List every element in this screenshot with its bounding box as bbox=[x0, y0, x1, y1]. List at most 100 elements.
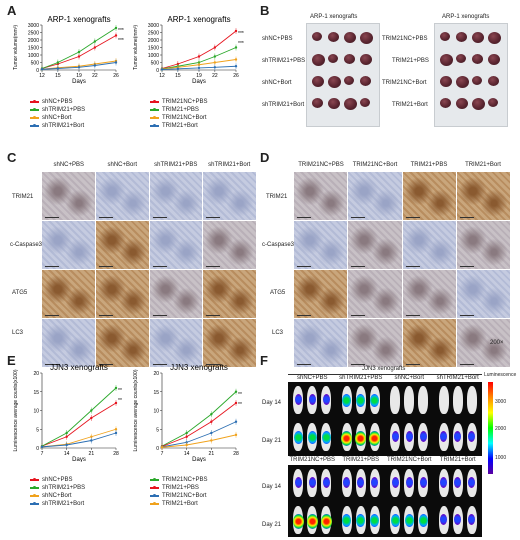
luminescence-signal bbox=[355, 431, 366, 446]
chart-title: ARP-1 xenografts bbox=[167, 15, 230, 24]
data-point bbox=[40, 445, 44, 449]
legend-label: shNC+PBS bbox=[42, 477, 73, 483]
ihc-image bbox=[348, 221, 402, 269]
tumor-specimen bbox=[472, 76, 482, 85]
tumor-label-r3: TRIM21+Bort bbox=[392, 102, 428, 108]
data-point bbox=[114, 61, 118, 64]
data-point bbox=[213, 66, 217, 69]
luminescence-signal bbox=[391, 477, 399, 488]
series-line bbox=[161, 391, 237, 447]
luminescence-colorbar bbox=[488, 382, 493, 474]
data-point bbox=[90, 409, 93, 412]
mouse-image bbox=[438, 469, 449, 497]
legend-swatch bbox=[30, 494, 39, 497]
tumor-specimen bbox=[456, 76, 469, 88]
ihc-image bbox=[42, 221, 95, 269]
panel-label-a: A bbox=[7, 3, 17, 18]
x-axis-label: Days bbox=[72, 79, 86, 84]
legend-swatch bbox=[30, 124, 39, 127]
f-day-1: Day 21 bbox=[262, 438, 282, 444]
y-tick-label: 0 bbox=[156, 446, 159, 452]
data-point bbox=[56, 61, 60, 64]
ihc-image bbox=[203, 221, 256, 269]
legend-a-right: TRIM21NC+PBS TRIM21+PBS TRIM21NC+Bort TRIM2… bbox=[150, 98, 208, 130]
ihc-image bbox=[95, 221, 149, 269]
mouse-image bbox=[341, 506, 352, 534]
x-tick-label: 28 bbox=[233, 451, 239, 457]
mouse-image bbox=[438, 423, 449, 451]
luminescence-signal bbox=[404, 514, 414, 527]
panel-label-e: E bbox=[7, 353, 16, 368]
y-tick-label: 3000 bbox=[148, 23, 159, 29]
data-point bbox=[210, 413, 213, 416]
f-day-0: Day 14 bbox=[262, 400, 282, 406]
data-point bbox=[160, 68, 164, 71]
legend-label: shNC+Bort bbox=[42, 493, 72, 499]
ihc-image bbox=[149, 319, 203, 367]
data-point bbox=[213, 46, 217, 49]
x-tick-label: 15 bbox=[175, 73, 181, 79]
series-line bbox=[161, 421, 237, 448]
f-day-2: Day 14 bbox=[262, 484, 282, 490]
mouse-image bbox=[307, 469, 317, 497]
ihc-image bbox=[149, 270, 203, 318]
legend-label: TRIM21+Bort bbox=[162, 501, 198, 507]
tumor-label-l3: shTRIM21+Bort bbox=[262, 102, 305, 108]
mouse-image bbox=[306, 506, 318, 534]
ihc-image bbox=[294, 319, 348, 367]
legend-label: TRIM21NC+Bort bbox=[162, 115, 207, 121]
luminescence-signal bbox=[308, 477, 316, 488]
mouse-image bbox=[418, 506, 428, 534]
panel-label-d: D bbox=[260, 150, 270, 165]
legend-entry: shTRIM21+PBS bbox=[30, 484, 85, 492]
data-point bbox=[197, 63, 201, 66]
panel-label-c: C bbox=[7, 150, 17, 165]
legend-label: shTRIM21+PBS bbox=[42, 107, 86, 113]
legend-swatch bbox=[150, 100, 159, 103]
f-top-1: shTRIM21+PBS bbox=[339, 375, 383, 381]
colorbar-label: Luminescence bbox=[484, 372, 517, 378]
luminescence-signal bbox=[320, 514, 332, 529]
luminescence-signal bbox=[468, 514, 475, 525]
ihc-image bbox=[203, 172, 256, 220]
tumor-specimen bbox=[472, 32, 484, 43]
significance-mark: *** bbox=[118, 38, 124, 44]
panel-label-b: B bbox=[260, 3, 270, 18]
mouse-image bbox=[418, 469, 428, 497]
luminescence-signal bbox=[308, 394, 316, 405]
y-tick-label: 1500 bbox=[148, 46, 159, 52]
series-line bbox=[161, 402, 237, 447]
mouse-image bbox=[452, 469, 463, 497]
tumor-label-r0: TRIM21NC+PBS bbox=[382, 36, 428, 42]
legend-label: shTRIM21+Bort bbox=[42, 123, 85, 129]
x-tick-label: 28 bbox=[113, 451, 119, 457]
legend-label: shTRIM21+PBS bbox=[42, 485, 86, 491]
significance-mark: ** bbox=[118, 388, 122, 394]
data-point bbox=[234, 65, 238, 68]
y-tick-label: 5 bbox=[156, 427, 159, 433]
legend-entry: TRIM21+Bort bbox=[150, 122, 208, 130]
luminescence-signal bbox=[419, 431, 427, 442]
mouse-image bbox=[404, 386, 414, 414]
data-point bbox=[213, 55, 217, 58]
legend-entry: shNC+Bort bbox=[30, 114, 85, 122]
data-point bbox=[234, 420, 238, 423]
legend-label: TRIM21+PBS bbox=[162, 485, 199, 491]
tumor-specimen bbox=[456, 98, 468, 109]
tumor-specimen bbox=[456, 32, 467, 42]
luminescence-signal bbox=[341, 431, 352, 446]
tumor-specimen bbox=[328, 32, 339, 42]
ihc-image bbox=[42, 319, 95, 367]
mouse-image bbox=[369, 386, 380, 414]
legend-label: shTRIM21+Bort bbox=[42, 501, 85, 507]
y-tick-label: 1500 bbox=[28, 46, 39, 52]
legend-label: TRIM21+PBS bbox=[162, 107, 199, 113]
data-point bbox=[197, 66, 201, 70]
ihc-image bbox=[402, 221, 456, 269]
legend-swatch bbox=[150, 116, 159, 119]
data-point bbox=[90, 439, 93, 442]
ihc-c-col-0: shNC+PBS bbox=[53, 162, 84, 168]
significance-mark: *** bbox=[238, 41, 244, 47]
chart-title: ARP-1 xenografts bbox=[47, 15, 110, 24]
